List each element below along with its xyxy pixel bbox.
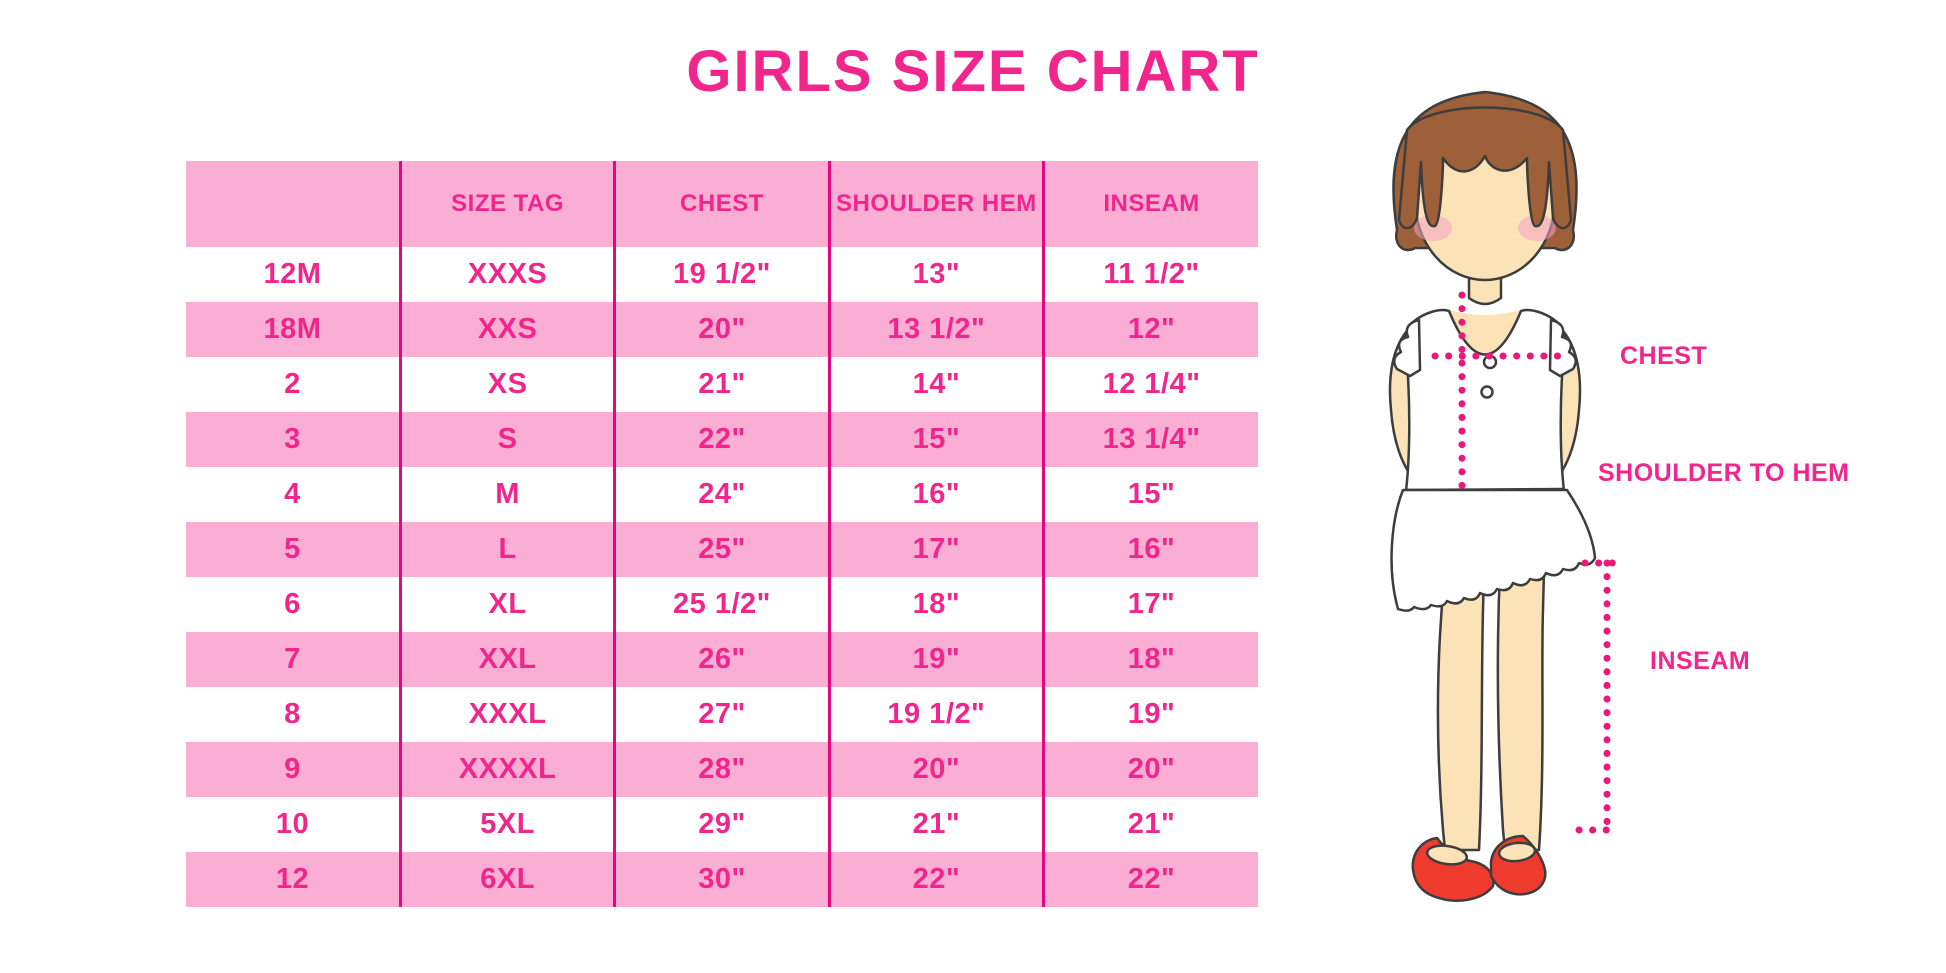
table-cell: 18M [186,302,401,357]
column-header [186,161,401,247]
table-cell: XXS [398,302,615,357]
table-cell: 8 [284,698,301,730]
table-cell: 28" [613,742,830,797]
size-chart-table: SIZE TAG CHEST SHOULDER HEM INSEAM 12M XXXS 1… [186,161,1258,907]
right-cheek [1518,215,1556,241]
table-cell: 5 [186,522,401,577]
left-leg [1436,568,1486,852]
table-cell: 18" [1042,632,1258,687]
table-row: 3 S 22" 15" 13 1/4" [186,412,1258,467]
table-cell: 21" [1042,797,1258,852]
size-table-body: 12M XXXS 19 1/2" 13" 11 1/2" 18M XXS 20" 13 1/2"… [186,247,1258,907]
left-cheek [1414,215,1452,241]
table-cell: 20" [827,742,1044,797]
table-cell: 18" [827,577,1044,632]
table-cell: 19" [1042,687,1258,742]
table-cell: 12M [263,258,322,290]
table-cell: XL [398,577,615,632]
table-cell: XXXXL [398,742,615,797]
table-cell: 6XL [398,852,615,907]
table-cell: 3 [186,412,401,467]
page-title: GIRLS SIZE CHART [686,39,1260,104]
table-cell: 12 1/4" [1042,357,1258,412]
table-cell: 21" [613,357,830,412]
table-cell: 15" [827,412,1044,467]
table-cell: XXXS [398,247,615,302]
table-cell: 21" [827,797,1044,852]
table-cell: 12" [1042,302,1258,357]
table-cell: 25" [613,522,830,577]
column-header: SHOULDER HEM [827,161,1044,247]
table-row: 5 L 25" 17" 16" [186,522,1258,577]
table-cell: 19" [827,632,1044,687]
right-shoulder-ruffle [1548,318,1577,378]
table-cell: 6 [284,588,301,620]
table-cell: 17" [827,522,1044,577]
table-cell: 13 1/2" [827,302,1044,357]
table-cell: 16" [1042,522,1258,577]
table-cell: 2 [284,368,301,400]
girl-illustration [1295,70,1665,915]
table-row: 18M XXS 20" 13 1/2" 12" [186,302,1258,357]
table-cell: 22" [613,412,830,467]
table-cell: 10 [275,808,310,840]
table-cell: 4 [284,478,301,510]
table-cell: 11 1/2" [1042,247,1258,302]
chest-label: CHEST [1620,342,1708,370]
table-cell: 5XL [398,797,615,852]
table-row: 12M XXXS 19 1/2" 13" 11 1/2" [186,247,1258,302]
table-row: 4 M 24" 16" 15" [186,467,1258,522]
table-cell: 24" [613,467,830,522]
table-cell: L [398,522,615,577]
table-cell: 9 [186,742,401,797]
table-cell: 20" [613,302,830,357]
table-cell: 22" [827,852,1044,907]
table-cell: 25 1/2" [613,577,830,632]
table-cell: 13" [827,247,1044,302]
header-row: SIZE TAG CHEST SHOULDER HEM INSEAM [186,161,1258,247]
table-cell: 14" [827,357,1044,412]
table-cell: XXXL [398,687,615,742]
left-shoulder-ruffle [1393,318,1422,378]
hair-bangs [1397,106,1573,230]
column-header: INSEAM [1042,161,1258,247]
table-cell: 22" [1042,852,1258,907]
table-cell: 27" [613,687,830,742]
table-cell: 13 1/4" [1042,412,1258,467]
table-row: 6 XL 25 1/2" 18" 17" [186,577,1258,632]
shoulder-to-hem-label: SHOULDER TO HEM [1598,459,1850,487]
table-row: 2 XS 21" 14" 12 1/4" [186,357,1258,412]
left-shoe-opening [1425,844,1469,866]
table-cell: M [398,467,615,522]
table-row: 7 XXL 26" 19" 18" [186,632,1258,687]
table-row: 8 XXXL 27" 19 1/2" 19" [186,687,1258,742]
right-leg [1496,568,1546,852]
skirt [1390,488,1597,612]
table-cell: 7 [186,632,401,687]
inseam-label: INSEAM [1650,647,1751,675]
table-cell: S [398,412,615,467]
right-shoe-opening [1497,841,1537,863]
table-row: 12 6XL 30" 22" 22" [186,852,1258,907]
table-row: 10 5XL 29" 21" 21" [186,797,1258,852]
table-cell: 15" [1042,467,1258,522]
table-cell: 29" [613,797,830,852]
table-cell: 19 1/2" [827,687,1044,742]
button-bottom [1480,385,1494,399]
column-header: SIZE TAG [398,161,615,247]
table-cell: XXL [398,632,615,687]
table-row: 9 XXXXL 28" 20" 20" [186,742,1258,797]
column-header: CHEST [613,161,830,247]
table-cell: 30" [613,852,830,907]
table-cell: 19 1/2" [613,247,830,302]
measurement-guides [1431,291,1621,834]
table-cell: 17" [1042,577,1258,632]
table-cell: XS [398,357,615,412]
table-cell: 12 [186,852,401,907]
table-cell: 16" [827,467,1044,522]
girl-figure-svg [1388,90,1621,902]
table-cell: 20" [1042,742,1258,797]
table-cell: 26" [613,632,830,687]
